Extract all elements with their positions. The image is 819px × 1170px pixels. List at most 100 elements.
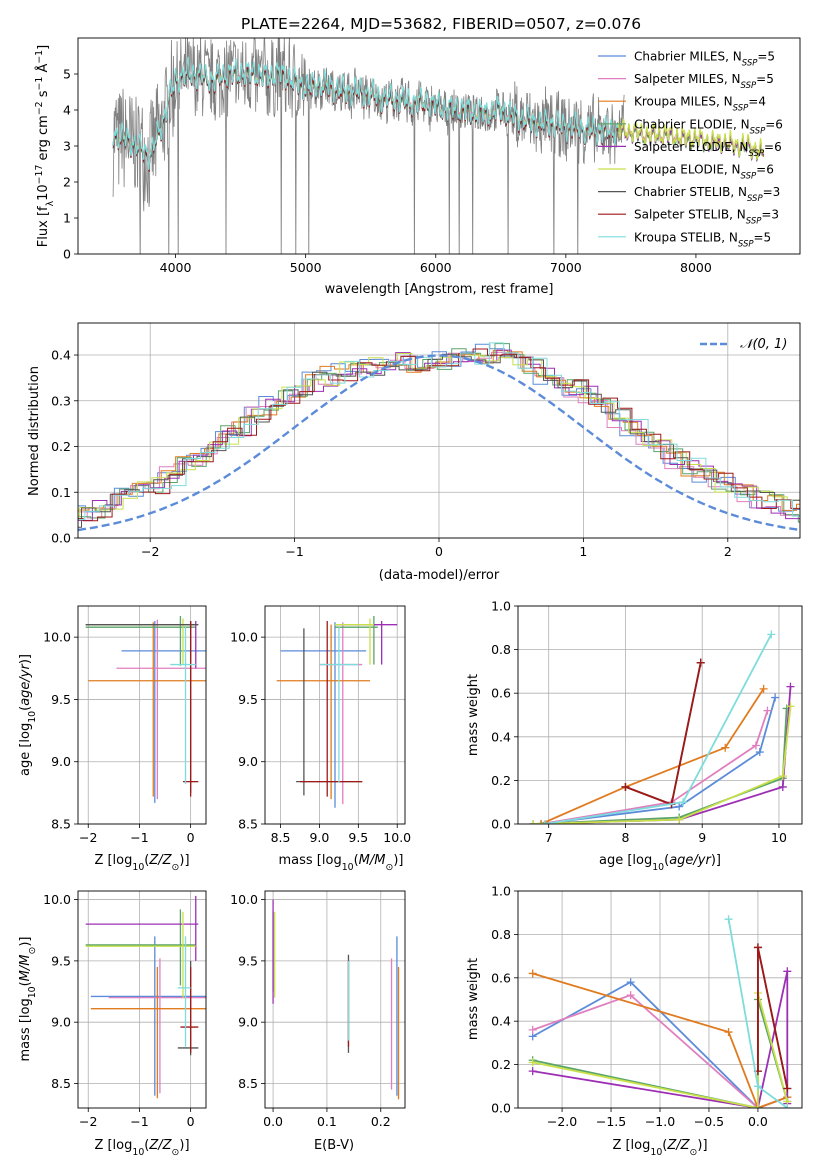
axes-frame-mass_vs_Z: −2 −1 0 8.5 9.0 9.5 10.0 <box>43 890 207 1129</box>
y-tick-label: 0.0 <box>491 1101 511 1116</box>
errorbar-chabrier-elodie <box>85 909 196 986</box>
errorbar-chabrier-miles <box>280 622 367 808</box>
weight-marker <box>537 820 546 824</box>
weight-marker <box>783 967 792 976</box>
legend-label: Kroupa ELODIE, NSSP=6 <box>634 163 774 182</box>
weight-marker <box>675 815 684 824</box>
x-tick-label: 9 <box>698 830 706 845</box>
legend-label: Chabrier MILES, NSSP=5 <box>634 50 775 69</box>
weight-marker <box>626 991 635 1000</box>
plot-area-age_vs_Z <box>85 615 206 803</box>
plot-area-mass_vs_ebv <box>272 899 400 1100</box>
x-tick-label: 4000 <box>160 260 192 275</box>
weight-marker <box>753 1082 762 1091</box>
grid-age_vs_Z <box>78 606 206 825</box>
y-tick-label: 0.2 <box>491 773 511 788</box>
x-tick-label: 0.0 <box>748 1114 768 1129</box>
y-tick-label: 0.6 <box>491 686 511 701</box>
errorbar-salpeter-elodie <box>85 895 199 961</box>
x-tick-label: −1 <box>130 830 148 845</box>
weight-marker <box>783 1104 792 1108</box>
spectrum-ylabel: Flux [fλ10−17 erg cm−2 s−1 Å−1] <box>34 45 56 247</box>
residual-histogram-kroupa-miles <box>78 350 800 511</box>
age-vs-z-ylabel: age [log10(age/yr)] <box>18 654 38 776</box>
y-tick-label: 0.6 <box>491 970 511 985</box>
weight-marker <box>675 802 684 811</box>
x-tick-label: 10 <box>771 830 787 845</box>
axes-border <box>77 890 207 1109</box>
axes-frame-age_vs_mass: 8.5 9.0 9.5 10.0 8.5 9.0 9.5 10.0 <box>230 605 411 845</box>
weight-line-kroupa-miles <box>540 688 765 824</box>
weight-marker <box>753 1104 762 1108</box>
weight-marker <box>528 1058 537 1067</box>
y-tick-label: 0.8 <box>491 927 511 942</box>
weight-marker <box>786 702 795 711</box>
y-tick-label: 9.0 <box>238 754 258 769</box>
weight-marker <box>621 782 630 791</box>
weight-vs-age-xlabel: age [log10(age/yr)] <box>599 853 721 873</box>
x-tick-label: 8000 <box>680 260 712 275</box>
x-tick-label: 7 <box>545 830 553 845</box>
plot-area-weight_vs_Z <box>528 915 792 1108</box>
weight-marker <box>529 820 538 824</box>
mass-vs-ebv-xlabel: E(B-V) <box>314 1138 354 1153</box>
x-tick-label: −2 <box>141 544 159 559</box>
x-tick-label: 8.5 <box>271 830 291 845</box>
residual-histogram-salpeter-stelib <box>78 348 800 522</box>
errorbar-salpeter-stelib <box>180 967 199 1053</box>
x-tick-label: 10.0 <box>383 830 411 845</box>
y-tick-label: 0.4 <box>491 729 511 744</box>
y-tick-label: 9.5 <box>51 953 71 968</box>
y-tick-label: 2 <box>63 175 71 190</box>
legend-label: Salpeter STELIB, NSSP=3 <box>634 208 779 227</box>
legend-label: 𝒩(0, 1) <box>740 337 787 352</box>
y-tick-label: 0.0 <box>491 817 511 832</box>
weight-marker <box>778 772 787 781</box>
y-tick-label: 10.0 <box>43 630 71 645</box>
axes-border <box>77 37 801 255</box>
x-tick-label: 9.0 <box>309 830 329 845</box>
weight-marker <box>528 1067 537 1076</box>
y-tick-label: 4 <box>63 103 71 118</box>
panel-residuals: −2 −1 0 1 2 0.0 0.1 0.2 0.3 0.4 𝒩(0, 1) <box>51 322 801 559</box>
weight-line-chabrier-miles <box>540 697 776 824</box>
plot-area-spectrum <box>112 38 765 254</box>
legend-label: Salpeter MILES, NSSP=5 <box>634 72 774 91</box>
axes-border <box>77 322 801 539</box>
residual-histogram-salpeter-elodie <box>78 349 800 524</box>
legend-label: Kroupa STELIB, NSSP=5 <box>634 230 771 249</box>
spectrum-xlabel: wavelength [Angstrom, rest frame] <box>325 282 554 297</box>
axes-frame-weight_vs_age: 7 8 9 10 0.0 0.2 0.4 0.6 0.8 1.0 <box>491 599 803 845</box>
errorbar-chabrier-miles <box>90 936 206 1096</box>
x-tick-label: 5000 <box>290 260 322 275</box>
age-vs-mass-xlabel: mass [log10(M/M⊙)] <box>279 853 404 873</box>
y-tick-label: 0.4 <box>51 348 71 363</box>
axes-frame-mass_vs_ebv: 0.0 0.1 0.2 8.5 9.0 9.5 10.0 <box>230 890 406 1129</box>
age-vs-z-xlabel: Z [log10(Z/Z⊙)] <box>94 853 189 873</box>
y-tick-label: 0.2 <box>491 1057 511 1072</box>
weight-line-kroupa-miles <box>532 972 788 1108</box>
axes-border <box>77 605 207 825</box>
weight-marker <box>721 743 730 752</box>
spectrum-legend: Chabrier MILES, NSSP=5 Salpeter MILES, NS… <box>598 50 783 249</box>
legend-label: Salpeter ELODIE, NSSP=6 <box>634 140 782 159</box>
x-tick-label: 0 <box>435 544 443 559</box>
residual-histogram-kroupa-elodie <box>78 353 800 517</box>
axes-frame-age_vs_Z: −2 −1 0 8.5 9.0 9.5 10.0 <box>43 605 207 845</box>
x-tick-label: 0.2 <box>371 1114 391 1129</box>
errorbar-kroupa-elodie <box>85 911 196 998</box>
errorbar-kroupa-stelib <box>177 936 191 1047</box>
residuals-xlabel: (data-model)/error <box>379 568 500 583</box>
axes-border <box>517 890 803 1109</box>
axes-border <box>264 605 406 825</box>
weight-marker <box>626 978 635 987</box>
y-tick-label: 3 <box>63 139 71 154</box>
weight-line-kroupa-elodie <box>533 706 792 824</box>
y-tick-label: 0.4 <box>491 1014 511 1029</box>
errorbar-kroupa-miles <box>90 967 206 1099</box>
weight-marker <box>679 798 688 807</box>
x-tick-label: 0 <box>187 1114 195 1129</box>
x-tick-label: −1.5 <box>596 1114 626 1129</box>
